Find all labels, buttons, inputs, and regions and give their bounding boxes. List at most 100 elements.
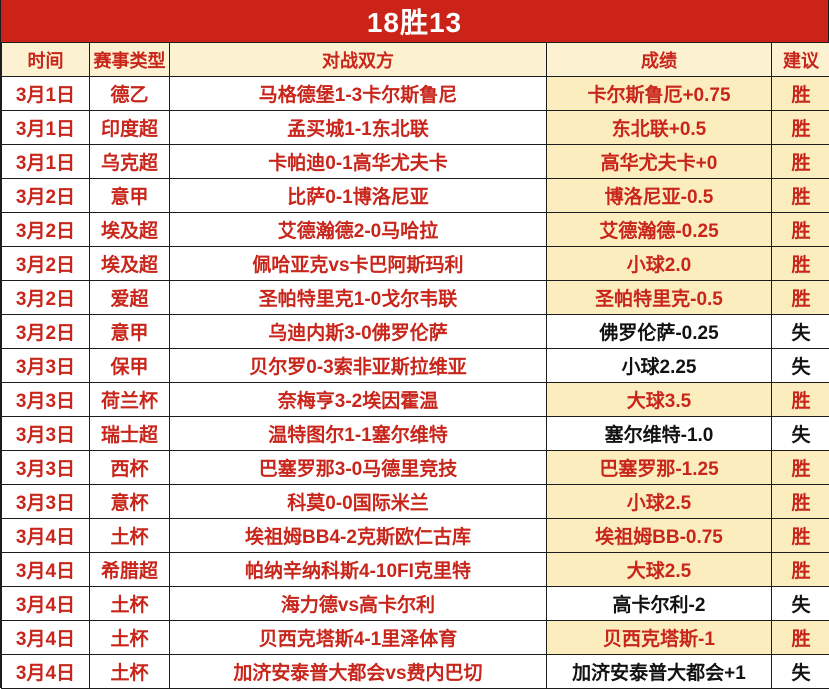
table-row: 3月4日 土杯 海力德vs高卡尔利 高卡尔利-2 失 [2, 587, 829, 621]
match-cell: 海力德vs高卡尔利 [170, 587, 547, 621]
col-header-verdict: 建议 [772, 43, 829, 77]
match-cell: 巴塞罗那3-0马德里竞技 [170, 451, 547, 485]
league-cell: 意甲 [90, 179, 170, 213]
verdict-cell: 失 [772, 655, 829, 689]
table-row: 3月3日 西杯 巴塞罗那3-0马德里竞技 巴塞罗那-1.25 胜 [2, 451, 829, 485]
match-cell: 比萨0-1博洛尼亚 [170, 179, 547, 213]
date-cell: 3月3日 [2, 417, 90, 451]
table-row: 3月4日 土杯 加济安泰普大都会vs费内巴切 加济安泰普大都会+1 失 [2, 655, 829, 689]
verdict-cell: 失 [772, 315, 829, 349]
league-cell: 保甲 [90, 349, 170, 383]
match-cell: 加济安泰普大都会vs费内巴切 [170, 655, 547, 689]
result-cell: 巴塞罗那-1.25 [547, 451, 772, 485]
result-cell: 贝西克塔斯-1 [547, 621, 772, 655]
result-cell: 高华尤夫卡+0 [547, 145, 772, 179]
table-row: 3月3日 保甲 贝尔罗0-3索非亚斯拉维亚 小球2.25 失 [2, 349, 829, 383]
league-cell: 土杯 [90, 655, 170, 689]
result-cell: 大球3.5 [547, 383, 772, 417]
league-cell: 意甲 [90, 315, 170, 349]
col-header-time: 时间 [2, 43, 90, 77]
date-cell: 3月2日 [2, 281, 90, 315]
table-row: 3月1日 德乙 马格德堡1-3卡尔斯鲁尼 卡尔斯鲁厄+0.75 胜 [2, 77, 829, 111]
table-row: 3月3日 意杯 科莫0-0国际米兰 小球2.5 胜 [2, 485, 829, 519]
result-cell: 艾德瀚德-0.25 [547, 213, 772, 247]
table-row: 3月1日 印度超 孟买城1-1东北联 东北联+0.5 胜 [2, 111, 829, 145]
results-table: 时间 赛事类型 对战双方 成绩 建议 3月1日 德乙 马格德堡1-3卡尔斯鲁尼 … [1, 42, 829, 689]
match-cell: 艾德瀚德2-0马哈拉 [170, 213, 547, 247]
verdict-cell: 胜 [772, 281, 829, 315]
result-cell: 卡尔斯鲁厄+0.75 [547, 77, 772, 111]
table-row: 3月2日 爱超 圣帕特里克1-0戈尔韦联 圣帕特里克-0.5 胜 [2, 281, 829, 315]
table-row: 3月2日 意甲 乌迪内斯3-0佛罗伦萨 佛罗伦萨-0.25 失 [2, 315, 829, 349]
verdict-cell: 胜 [772, 111, 829, 145]
verdict-cell: 失 [772, 587, 829, 621]
date-cell: 3月2日 [2, 315, 90, 349]
league-cell: 德乙 [90, 77, 170, 111]
results-body: 3月1日 德乙 马格德堡1-3卡尔斯鲁尼 卡尔斯鲁厄+0.75 胜 3月1日 印… [2, 77, 829, 689]
match-cell: 贝西克塔斯4-1里泽体育 [170, 621, 547, 655]
league-cell: 爱超 [90, 281, 170, 315]
table-row: 3月2日 埃及超 艾德瀚德2-0马哈拉 艾德瀚德-0.25 胜 [2, 213, 829, 247]
verdict-cell: 胜 [772, 247, 829, 281]
date-cell: 3月4日 [2, 587, 90, 621]
table-row: 3月2日 意甲 比萨0-1博洛尼亚 博洛尼亚-0.5 胜 [2, 179, 829, 213]
match-cell: 佩哈亚克vs卡巴阿斯玛利 [170, 247, 547, 281]
date-cell: 3月4日 [2, 553, 90, 587]
verdict-cell: 失 [772, 417, 829, 451]
league-cell: 荷兰杯 [90, 383, 170, 417]
match-cell: 马格德堡1-3卡尔斯鲁尼 [170, 77, 547, 111]
date-cell: 3月2日 [2, 247, 90, 281]
league-cell: 土杯 [90, 621, 170, 655]
verdict-cell: 胜 [772, 77, 829, 111]
date-cell: 3月3日 [2, 485, 90, 519]
match-cell: 孟买城1-1东北联 [170, 111, 547, 145]
date-cell: 3月4日 [2, 519, 90, 553]
date-cell: 3月2日 [2, 179, 90, 213]
match-cell: 科莫0-0国际米兰 [170, 485, 547, 519]
col-header-league: 赛事类型 [90, 43, 170, 77]
verdict-cell: 胜 [772, 553, 829, 587]
date-cell: 3月3日 [2, 383, 90, 417]
league-cell: 埃及超 [90, 247, 170, 281]
league-cell: 埃及超 [90, 213, 170, 247]
table-row: 3月1日 乌克超 卡帕迪0-1高华尤夫卡 高华尤夫卡+0 胜 [2, 145, 829, 179]
result-cell: 高卡尔利-2 [547, 587, 772, 621]
match-cell: 帕纳辛纳科斯4-10FI克里特 [170, 553, 547, 587]
verdict-cell: 胜 [772, 621, 829, 655]
result-cell: 小球2.25 [547, 349, 772, 383]
result-cell: 塞尔维特-1.0 [547, 417, 772, 451]
league-cell: 印度超 [90, 111, 170, 145]
result-cell: 圣帕特里克-0.5 [547, 281, 772, 315]
date-cell: 3月2日 [2, 213, 90, 247]
table-row: 3月4日 土杯 埃祖姆BB4-2克斯欧仁古库 埃祖姆BB-0.75 胜 [2, 519, 829, 553]
league-cell: 土杯 [90, 519, 170, 553]
table-row: 3月4日 土杯 贝西克塔斯4-1里泽体育 贝西克塔斯-1 胜 [2, 621, 829, 655]
league-cell: 意杯 [90, 485, 170, 519]
result-cell: 博洛尼亚-0.5 [547, 179, 772, 213]
league-cell: 瑞士超 [90, 417, 170, 451]
date-cell: 3月4日 [2, 621, 90, 655]
league-cell: 土杯 [90, 587, 170, 621]
result-cell: 小球2.0 [547, 247, 772, 281]
verdict-cell: 胜 [772, 145, 829, 179]
result-cell: 加济安泰普大都会+1 [547, 655, 772, 689]
match-cell: 奈梅亨3-2埃因霍温 [170, 383, 547, 417]
date-cell: 3月1日 [2, 111, 90, 145]
date-cell: 3月4日 [2, 655, 90, 689]
league-cell: 乌克超 [90, 145, 170, 179]
date-cell: 3月3日 [2, 349, 90, 383]
verdict-cell: 胜 [772, 519, 829, 553]
verdict-cell: 胜 [772, 485, 829, 519]
record-title: 18胜13 [1, 0, 828, 42]
header-row: 时间 赛事类型 对战双方 成绩 建议 [2, 43, 829, 77]
match-cell: 贝尔罗0-3索非亚斯拉维亚 [170, 349, 547, 383]
verdict-cell: 失 [772, 349, 829, 383]
match-cell: 埃祖姆BB4-2克斯欧仁古库 [170, 519, 547, 553]
verdict-cell: 胜 [772, 213, 829, 247]
result-cell: 大球2.5 [547, 553, 772, 587]
result-cell: 埃祖姆BB-0.75 [547, 519, 772, 553]
result-cell: 小球2.5 [547, 485, 772, 519]
league-cell: 西杯 [90, 451, 170, 485]
date-cell: 3月3日 [2, 451, 90, 485]
